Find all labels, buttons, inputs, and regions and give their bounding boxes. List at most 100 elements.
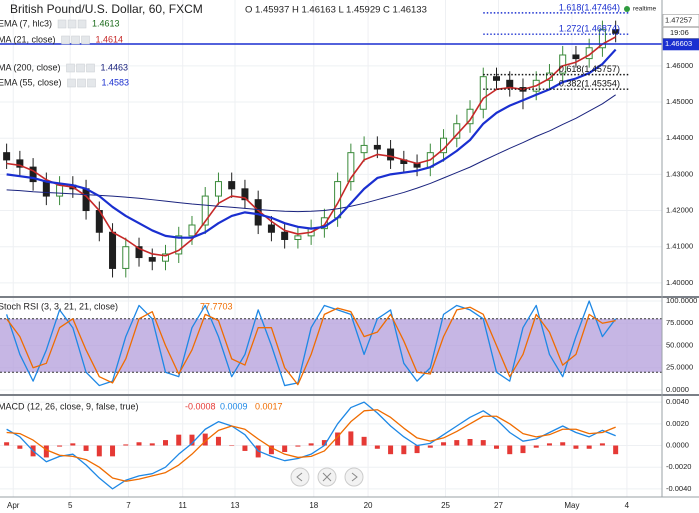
candle-body (373, 144, 381, 150)
histogram-bar (189, 434, 195, 446)
series-line (6, 300, 617, 387)
candle-body (122, 246, 130, 269)
x-tick-label: 5 (68, 501, 73, 510)
fib-label: 1.272(1.46874) (559, 24, 620, 34)
candle-body (16, 159, 24, 168)
candle-body (29, 166, 37, 183)
y-tick-label: 75.0000 (666, 318, 693, 327)
series-line (6, 48, 617, 239)
histogram-bar (348, 431, 354, 446)
candle-body (479, 76, 487, 110)
fib-label: 0.382(1.45354) (559, 79, 620, 89)
y-tick-label: 1.43000 (666, 169, 693, 178)
candle-body (612, 29, 620, 34)
histogram-bar (57, 445, 63, 447)
histogram-bar (321, 440, 327, 446)
legend-button (67, 19, 77, 29)
histogram-bar (388, 445, 394, 455)
fib-label: 0.618(1.45757) (559, 64, 620, 74)
histogram-bar (335, 432, 341, 446)
nav-icon (351, 472, 358, 482)
legend-value: 1.4614 (96, 34, 124, 44)
y-tick-label: 0.0020 (666, 419, 689, 428)
histogram-bar (573, 445, 579, 449)
y-tick-label: 50.0000 (666, 340, 693, 349)
histogram-bar (599, 443, 605, 446)
nav-button[interactable] (290, 467, 310, 487)
candle-body (387, 148, 395, 161)
candle-body (267, 224, 275, 233)
x-tick-label: 13 (231, 501, 240, 510)
histogram-bar (560, 442, 566, 446)
histogram-bar (242, 445, 248, 451)
candle-body (360, 144, 368, 154)
candle-body (135, 246, 143, 259)
candle-body (42, 181, 50, 197)
candle-body (572, 54, 580, 60)
fib-label: 1.618(1.47464) (559, 2, 620, 12)
histogram-bar (308, 443, 314, 446)
candle-body (188, 224, 196, 237)
candle-body (493, 76, 500, 81)
candle-body (109, 231, 117, 269)
candle-body (320, 217, 328, 230)
legend-label: MA (200, close) (0, 62, 61, 72)
x-tick-label: 4 (625, 501, 630, 510)
candle-body (162, 253, 169, 262)
histogram-bar (123, 444, 129, 446)
histogram-bar (480, 440, 486, 446)
y-tick-label: 1.46000 (666, 61, 693, 70)
candle-body (148, 257, 156, 262)
histogram-bar (110, 445, 116, 457)
legend-value: 0.0017 (255, 401, 283, 411)
candle-body (281, 231, 289, 240)
histogram-bar (163, 440, 168, 446)
histogram-bar (361, 436, 367, 446)
grid-layer (0, 0, 662, 497)
histogram-bar (83, 445, 89, 451)
price-label: 1.47257 (665, 15, 692, 24)
status: realtime (633, 6, 657, 13)
histogram-bar (202, 433, 208, 446)
legend-button (57, 19, 67, 29)
series-line (6, 409, 616, 482)
candle-body (228, 181, 236, 190)
histogram-bar (401, 445, 407, 455)
y-tick-label: -0.0020 (666, 462, 691, 471)
y-tick-label: 1.42000 (666, 206, 693, 215)
x-tick-label: 11 (179, 501, 188, 510)
panel-title: Stoch RSI (3, 3, 21, 21, close) (0, 301, 118, 311)
legend-button (77, 19, 87, 29)
series-line (6, 36, 617, 257)
histogram-bar (70, 443, 76, 446)
series-line (6, 94, 616, 213)
countdown-box (662, 27, 699, 39)
x-tick-label: 18 (309, 501, 318, 510)
nav-buttons[interactable] (290, 467, 364, 487)
histogram-bar (374, 445, 380, 449)
legend-button (76, 63, 85, 73)
histogram-bar (149, 443, 155, 446)
price-label: 1.46603 (665, 39, 692, 48)
histogram-bar (494, 445, 499, 449)
histogram-bar (43, 445, 49, 458)
candle-body (82, 188, 90, 212)
histogram-bar (467, 439, 473, 446)
nav-button[interactable] (344, 467, 364, 487)
candle-body (559, 54, 567, 74)
histogram-bar (520, 445, 526, 454)
legend-button (71, 35, 80, 45)
ohlc-label: O 1.45937 H 1.46163 L 1.45929 C 1.46133 (245, 5, 427, 16)
histogram-bar (441, 442, 447, 446)
y-tick-label: 0.0040 (666, 397, 689, 406)
candle-body (175, 235, 183, 255)
candle-body (214, 181, 222, 197)
histogram-bar (17, 445, 23, 449)
legend-value: -0.0008 (185, 401, 216, 411)
candle-body (56, 184, 64, 197)
legend-value: 77.7703 (200, 301, 233, 311)
histogram-bar (586, 445, 592, 449)
chart-title: British Pound/U.S. Dollar, 60, FXCM (10, 2, 203, 16)
legend-button (61, 35, 70, 45)
